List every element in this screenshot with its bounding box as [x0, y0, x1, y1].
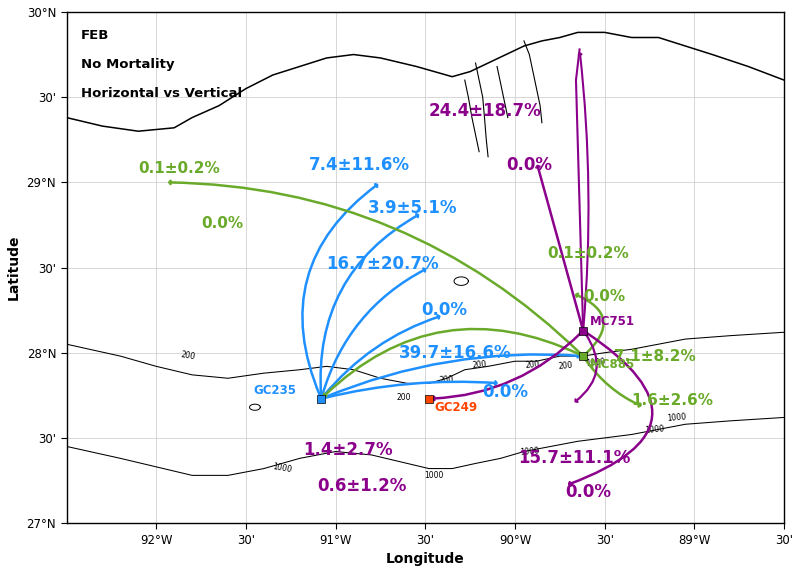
- Text: 1.4±2.7%: 1.4±2.7%: [303, 441, 393, 459]
- Text: 1000: 1000: [666, 412, 686, 423]
- Text: 7.4±11.6%: 7.4±11.6%: [309, 156, 410, 174]
- Text: GC235: GC235: [253, 383, 296, 397]
- Text: 0.0%: 0.0%: [583, 289, 626, 304]
- Text: MC885: MC885: [590, 358, 635, 371]
- Text: 200: 200: [526, 359, 541, 370]
- Y-axis label: Latitude: Latitude: [7, 235, 21, 300]
- Text: 200: 200: [558, 361, 573, 371]
- Text: 0.1±0.2%: 0.1±0.2%: [547, 246, 629, 261]
- Text: 0.0%: 0.0%: [201, 215, 243, 231]
- Text: 0.0%: 0.0%: [422, 301, 468, 319]
- Text: FEB: FEB: [81, 29, 110, 42]
- Text: 0.6±1.2%: 0.6±1.2%: [318, 477, 407, 494]
- Text: 200: 200: [181, 351, 197, 362]
- Text: 200: 200: [439, 375, 454, 385]
- X-axis label: Longitude: Longitude: [386, 552, 465, 566]
- Text: 3.9±5.1%: 3.9±5.1%: [368, 199, 458, 217]
- Text: 0.1±0.2%: 0.1±0.2%: [138, 161, 220, 176]
- Text: 39.7±16.6%: 39.7±16.6%: [398, 344, 511, 362]
- Text: 1000: 1000: [519, 446, 539, 457]
- Text: 15.7±11.1%: 15.7±11.1%: [518, 449, 631, 468]
- Text: 1.6±2.6%: 1.6±2.6%: [631, 393, 714, 408]
- Text: 200: 200: [471, 359, 486, 370]
- Text: 1000: 1000: [586, 358, 606, 368]
- Text: GC249: GC249: [434, 401, 478, 414]
- Text: 7.1±8.2%: 7.1±8.2%: [614, 348, 695, 364]
- Text: 0.0%: 0.0%: [566, 484, 611, 501]
- Text: 1000: 1000: [645, 424, 665, 435]
- Text: 1000: 1000: [271, 462, 292, 474]
- Text: MC751: MC751: [590, 316, 635, 328]
- Text: 0.0%: 0.0%: [506, 156, 552, 174]
- Text: 24.4±18.7%: 24.4±18.7%: [429, 102, 542, 120]
- Text: 0.0%: 0.0%: [482, 383, 529, 401]
- Text: No Mortality: No Mortality: [81, 58, 174, 71]
- Text: 16.7±20.7%: 16.7±20.7%: [326, 255, 439, 273]
- Text: 200: 200: [397, 393, 411, 402]
- Text: Horizontal vs Vertical: Horizontal vs Vertical: [81, 87, 242, 100]
- Text: 1000: 1000: [425, 471, 444, 480]
